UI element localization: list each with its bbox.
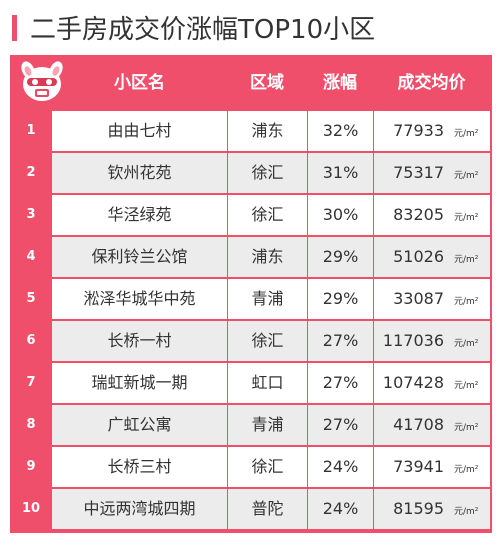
avg-price: 83205 xyxy=(393,205,444,224)
price-unit: 元/m² xyxy=(454,423,479,433)
increase-rate: 29% xyxy=(307,237,373,277)
table-row: 1 由由七村 浦东 32% 77933 元/m² xyxy=(10,111,492,151)
avg-price-cell: 41708 元/m² xyxy=(373,405,490,445)
community-name: 长桥一村 xyxy=(52,321,227,361)
price-unit: 元/m² xyxy=(454,255,479,265)
avg-price: 75317 xyxy=(393,163,444,182)
avg-price: 81595 xyxy=(393,499,444,518)
rank-number: 1 xyxy=(26,123,36,138)
avg-price: 41708 xyxy=(393,415,444,434)
avg-price-cell: 33087 元/m² xyxy=(373,279,490,319)
increase-rate: 24% xyxy=(307,447,373,487)
price-unit: 元/m² xyxy=(454,297,479,307)
table-row: 4 保利铃兰公馆 浦东 29% 51026 元/m² xyxy=(10,237,492,277)
avg-price: 107428 xyxy=(382,373,444,392)
avg-price: 73941 xyxy=(393,457,444,476)
district: 徐汇 xyxy=(227,447,307,487)
avg-price-cell: 73941 元/m² xyxy=(373,447,490,487)
header-area: 区域 xyxy=(250,73,284,93)
district: 青浦 xyxy=(227,279,307,319)
ranking-table: 小区名 区域 涨幅 成交均价 1 由由七村 浦东 32% 77933 元/m² 2 钦州花苑徐… xyxy=(10,55,492,533)
rank-number: 9 xyxy=(26,459,36,474)
avg-price-cell: 75317 元/m² xyxy=(373,153,490,193)
community-name: 长桥三村 xyxy=(52,447,227,487)
rank-number: 7 xyxy=(26,375,36,390)
district: 浦东 xyxy=(227,111,307,151)
avg-price-cell: 51026 元/m² xyxy=(373,237,490,277)
page-title: 二手房成交价涨幅TOP10小区 xyxy=(30,15,376,45)
avg-price: 51026 xyxy=(393,247,444,266)
rank-number: 6 xyxy=(26,333,36,348)
avg-price: 33087 xyxy=(393,289,444,308)
rank-number: 2 xyxy=(26,165,36,180)
price-unit: 元/m² xyxy=(454,339,479,349)
avg-price-cell: 81595 元/m² xyxy=(373,489,490,529)
table-row: 3 华泾绿苑 徐汇 30% 83205 元/m² xyxy=(10,195,492,235)
district: 虹口 xyxy=(227,363,307,403)
price-unit: 元/m² xyxy=(454,381,479,391)
header-name: 小区名 xyxy=(114,73,165,93)
increase-rate: 30% xyxy=(307,195,373,235)
avg-price-cell: 83205 元/m² xyxy=(373,195,490,235)
price-unit: 元/m² xyxy=(454,507,479,517)
price-unit: 元/m² xyxy=(454,465,479,475)
price-unit: 元/m² xyxy=(454,213,479,223)
community-name: 淞泽华城华中苑 xyxy=(52,279,227,319)
community-name: 钦州花苑 xyxy=(52,153,227,193)
table-row: 5 淞泽华城华中苑 青浦 29% 33087 元/m² xyxy=(10,279,492,319)
district: 徐汇 xyxy=(227,321,307,361)
table-row: 6 长桥一村 徐汇 27% 117036 元/m² xyxy=(10,321,492,361)
title-accent-bar xyxy=(12,15,17,41)
community-name: 保利铃兰公馆 xyxy=(52,237,227,277)
community-name: 中远两湾城四期 xyxy=(52,489,227,529)
rank-number: 4 xyxy=(26,249,36,264)
increase-rate: 31% xyxy=(307,153,373,193)
avg-price-cell: 77933 元/m² xyxy=(373,111,490,151)
header-rate: 涨幅 xyxy=(323,73,357,93)
avg-price-cell: 117036 元/m² xyxy=(373,321,490,361)
table-row: 7 瑞虹新城一期 虹口 27% 107428 元/m² xyxy=(10,363,492,403)
avg-price-cell: 107428 元/m² xyxy=(373,363,490,403)
increase-rate: 29% xyxy=(307,279,373,319)
avg-price: 77933 xyxy=(393,121,444,140)
mascot-logo-icon xyxy=(21,61,63,101)
avg-price: 117036 xyxy=(382,331,444,350)
increase-rate: 32% xyxy=(307,111,373,151)
community-name: 广虹公寓 xyxy=(52,405,227,445)
district: 浦东 xyxy=(227,237,307,277)
table-row: 2 钦州花苑 徐汇 31% 75317 元/m² xyxy=(10,153,492,193)
community-name: 由由七村 xyxy=(52,111,227,151)
table-row: 8 广虹公寓 青浦 27% 41708 元/m² xyxy=(10,405,492,445)
table-row: 10 中远两湾城四期 普陀 24% 81595 元/m² xyxy=(10,489,492,529)
district: 徐汇 xyxy=(227,195,307,235)
community-name: 华泾绿苑 xyxy=(52,195,227,235)
increase-rate: 27% xyxy=(307,321,373,361)
rank-number: 8 xyxy=(26,417,36,432)
rank-number: 10 xyxy=(21,501,41,516)
header-price: 成交均价 xyxy=(397,73,466,93)
price-unit: 元/m² xyxy=(454,129,479,139)
table-row: 9 长桥三村 徐汇 24% 73941 元/m² xyxy=(10,447,492,487)
rank-number: 5 xyxy=(26,291,36,306)
title-bar: 二手房成交价涨幅TOP10小区 xyxy=(0,0,500,50)
district: 普陀 xyxy=(227,489,307,529)
rank-number: 3 xyxy=(26,207,36,222)
community-name: 瑞虹新城一期 xyxy=(52,363,227,403)
district: 徐汇 xyxy=(227,153,307,193)
district: 青浦 xyxy=(227,405,307,445)
price-unit: 元/m² xyxy=(454,171,479,181)
increase-rate: 24% xyxy=(307,489,373,529)
increase-rate: 27% xyxy=(307,405,373,445)
table-header: 小区名 区域 涨幅 成交均价 xyxy=(10,55,492,111)
increase-rate: 27% xyxy=(307,363,373,403)
